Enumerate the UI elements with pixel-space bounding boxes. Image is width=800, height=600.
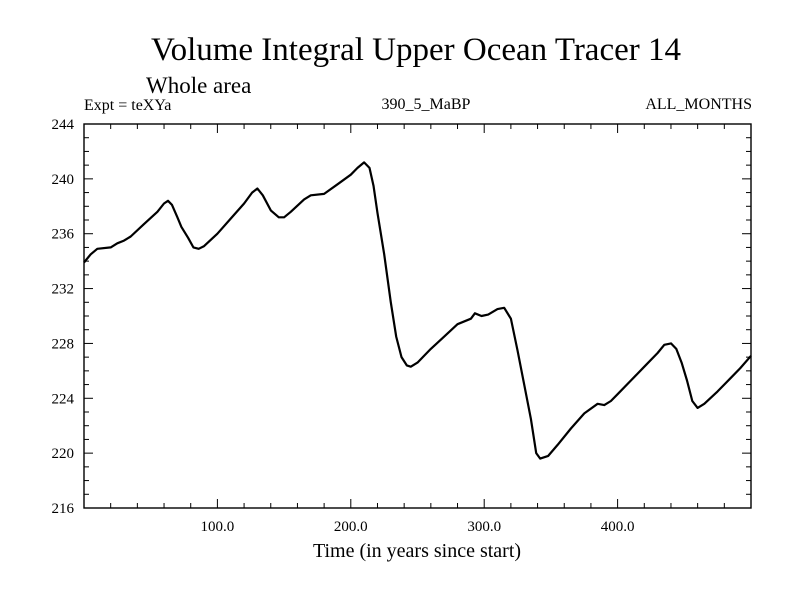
- x-tick-label: 400.0: [601, 519, 635, 535]
- axis-ticks: [83, 123, 752, 509]
- y-tick-label: 240: [52, 172, 75, 188]
- x-axis-label: Time (in years since start): [313, 540, 521, 562]
- chart-subtitle: Whole area: [146, 73, 251, 98]
- axis-tick-labels: 100.0 200.0 300.0 400.0 216 220 224 228 232 236 24…: [52, 117, 635, 535]
- x-tick-label: 300.0: [467, 519, 501, 535]
- header-center-label: 390_5_MaBP: [382, 96, 471, 113]
- y-tick-label: 228: [52, 336, 75, 352]
- series-layer: [83, 161, 752, 460]
- y-tick-label: 232: [52, 282, 75, 298]
- y-tick-label: 244: [52, 117, 75, 133]
- y-tick-label: 236: [52, 227, 75, 243]
- chart-title: Volume Integral Upper Ocean Tracer 14: [151, 32, 681, 68]
- y-tick-label: 224: [52, 391, 75, 407]
- header-right-label: ALL_MONTHS: [645, 96, 752, 113]
- header-left-label: Expt = teXYa: [84, 97, 171, 114]
- plot-frame: [83, 123, 752, 509]
- series-line: [83, 161, 752, 460]
- x-tick-label: 200.0: [334, 519, 368, 535]
- y-tick-label: 216: [52, 501, 75, 517]
- x-tick-label: 100.0: [201, 519, 235, 535]
- y-tick-label: 220: [52, 446, 75, 462]
